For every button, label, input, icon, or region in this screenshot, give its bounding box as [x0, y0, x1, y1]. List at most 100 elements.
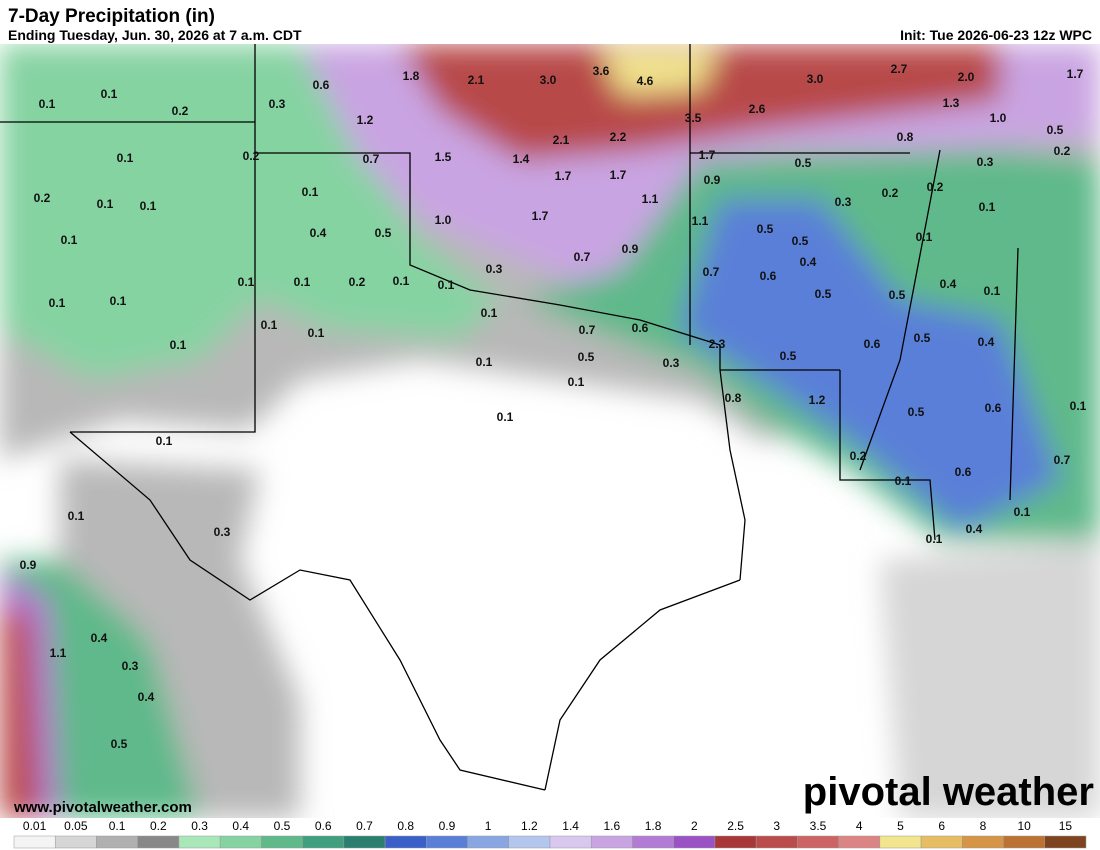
precip-label: 0.1	[61, 233, 78, 247]
precip-label: 0.9	[622, 242, 639, 256]
colorbar-label: 1	[485, 819, 492, 833]
precip-label: 0.3	[486, 262, 503, 276]
colorbar-label: 4	[856, 819, 863, 833]
precip-label: 0.5	[795, 156, 812, 170]
precip-field	[0, 44, 1100, 818]
colorbar-swatch	[508, 835, 551, 849]
precip-label: 0.1	[393, 274, 410, 288]
precip-label: 0.5	[111, 737, 128, 751]
precip-label: 0.1	[568, 375, 585, 389]
precip-label: 0.5	[889, 288, 906, 302]
colorbar-label: 2.5	[727, 819, 744, 833]
precip-label: 0.9	[20, 558, 37, 572]
colorbar-swatch	[920, 835, 963, 849]
precip-label: 1.1	[642, 192, 659, 206]
colorbar-swatch	[467, 835, 510, 849]
precip-label: 1.0	[990, 111, 1007, 125]
precip-label: 0.7	[579, 323, 596, 337]
precip-label: 0.3	[663, 356, 680, 370]
colorbar-swatch	[673, 835, 716, 849]
precip-label: 1.0	[435, 213, 452, 227]
precip-label: 0.4	[91, 631, 108, 645]
precip-label: 0.1	[438, 278, 455, 292]
precip-label: 0.1	[140, 199, 157, 213]
precip-label: 0.7	[363, 152, 380, 166]
colorbar-swatch	[755, 835, 798, 849]
colorbar-label: 1.6	[604, 819, 621, 833]
colorbar-swatch	[343, 835, 386, 849]
header-background	[0, 0, 1100, 44]
precip-label: 0.8	[725, 391, 742, 405]
colorbar-swatch	[219, 835, 262, 849]
precip-label: 0.1	[1070, 399, 1087, 413]
precip-label: 0.4	[966, 522, 983, 536]
colorbar-swatch	[178, 835, 221, 849]
precip-label: 0.7	[574, 250, 591, 264]
precip-label: 0.5	[1047, 123, 1064, 137]
precip-label: 0.6	[313, 78, 330, 92]
precip-label: 0.6	[864, 337, 881, 351]
precip-label: 3.0	[540, 73, 557, 87]
colorbar-swatch	[384, 835, 427, 849]
precip-label: 0.3	[835, 195, 852, 209]
precip-label: 0.2	[172, 104, 189, 118]
precip-label: 1.8	[403, 69, 420, 83]
colorbar-swatch	[302, 835, 345, 849]
precip-label: 0.5	[780, 349, 797, 363]
colorbar-swatch	[549, 835, 592, 849]
precip-label: 0.1	[117, 151, 134, 165]
colorbar-label: 0.5	[274, 819, 291, 833]
colorbar-swatch	[1003, 835, 1046, 849]
colorbar-swatch	[54, 835, 97, 849]
precip-label: 0.4	[138, 690, 155, 704]
colorbar-swatch	[96, 835, 138, 849]
precip-label: 2.1	[468, 73, 485, 87]
precip-label: 0.2	[1054, 144, 1071, 158]
precip-label: 1.7	[555, 169, 572, 183]
precip-label: 0.1	[156, 434, 173, 448]
precip-label: 3.5	[685, 111, 702, 125]
precip-label: 0.1	[238, 275, 255, 289]
colorbar-label: 0.1	[109, 819, 126, 833]
precip-label: 0.6	[955, 465, 972, 479]
colorbar-label: 15	[1059, 819, 1073, 833]
colorbar-label: 0.9	[439, 819, 456, 833]
precip-label: 0.5	[914, 331, 931, 345]
colorbar-swatch	[261, 835, 303, 849]
precip-label: 0.1	[308, 326, 325, 340]
precip-label: 1.7	[699, 148, 716, 162]
precip-label: 0.2	[34, 191, 51, 205]
precip-label: 1.2	[357, 113, 374, 127]
precip-label: 0.1	[261, 318, 278, 332]
colorbar-swatch	[13, 835, 56, 849]
precip-label: 0.1	[979, 200, 996, 214]
precip-label: 0.2	[927, 180, 944, 194]
colorbar-label: 1.4	[562, 819, 579, 833]
precip-label: 0.1	[49, 296, 66, 310]
colorbar-label: 0.7	[356, 819, 373, 833]
precip-label: 3.6	[593, 64, 610, 78]
precip-label: 0.1	[497, 410, 514, 424]
precip-label: 0.6	[985, 401, 1002, 415]
colorbar-swatch	[962, 835, 1004, 849]
map-labels: 0.6 1.8 2.1 3.0 3.6 4.6 3.0 2.7 2.0 1.7 0.1 0.1 0.2 0…	[20, 62, 1087, 751]
precip-label: 2.6	[749, 102, 766, 116]
precip-label: 1.4	[513, 152, 530, 166]
colorbar-swatch	[590, 835, 633, 849]
precip-label: 0.1	[476, 355, 493, 369]
precip-label: 1.5	[435, 150, 452, 164]
colorbar-label: 8	[980, 819, 987, 833]
precip-label: 1.7	[532, 209, 549, 223]
colorbar-swatch	[714, 835, 757, 849]
map-subtitle: Ending Tuesday, Jun. 30, 2026 at 7 a.m. …	[8, 27, 302, 43]
colorbar-swatch	[1044, 835, 1087, 849]
precip-label: 0.7	[703, 265, 720, 279]
precip-label: 2.3	[709, 337, 726, 351]
precip-label: 0.1	[481, 306, 498, 320]
precip-label: 0.1	[68, 509, 85, 523]
state-borders	[0, 44, 1019, 791]
precip-label: 2.0	[958, 70, 975, 84]
precip-label: 1.7	[1067, 67, 1084, 81]
colorbar-label: 1.2	[521, 819, 538, 833]
